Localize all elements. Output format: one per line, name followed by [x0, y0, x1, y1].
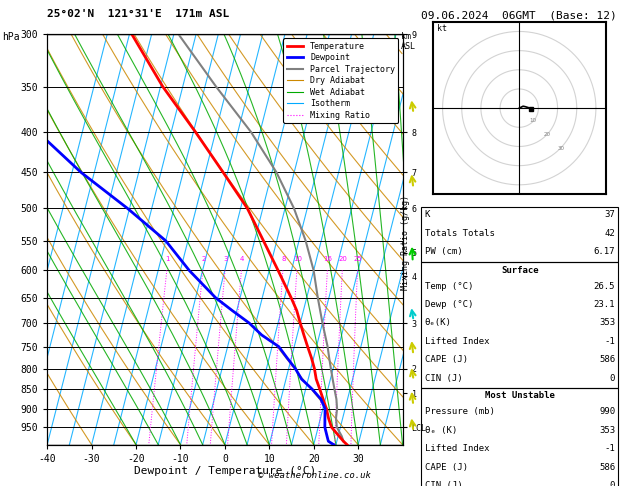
Text: 2: 2 [201, 256, 206, 262]
Text: Surface: Surface [501, 266, 538, 275]
Text: θₑ (K): θₑ (K) [425, 426, 457, 434]
Text: 4: 4 [240, 256, 244, 262]
Text: -1: -1 [604, 337, 615, 346]
Text: 990: 990 [599, 407, 615, 416]
Text: 0: 0 [610, 374, 615, 383]
Text: 3: 3 [223, 256, 228, 262]
Text: 37: 37 [604, 210, 615, 220]
Text: 26.5: 26.5 [594, 281, 615, 291]
Text: CAPE (J): CAPE (J) [425, 463, 467, 471]
Text: 6.17: 6.17 [594, 247, 615, 257]
Text: Lifted Index: Lifted Index [425, 444, 489, 453]
Text: 10: 10 [293, 256, 302, 262]
Text: kt: kt [437, 24, 447, 34]
Text: Most Unstable: Most Unstable [485, 391, 555, 400]
Text: CAPE (J): CAPE (J) [425, 355, 467, 364]
Text: 8: 8 [281, 256, 286, 262]
Text: 30: 30 [557, 145, 564, 151]
Text: PW (cm): PW (cm) [425, 247, 462, 257]
Text: 20: 20 [543, 132, 550, 137]
Text: Mixing Ratio (g/kg): Mixing Ratio (g/kg) [401, 195, 410, 291]
Text: 20: 20 [338, 256, 347, 262]
Text: 25: 25 [353, 256, 362, 262]
Text: -1: -1 [604, 444, 615, 453]
Text: 0: 0 [610, 481, 615, 486]
Text: © weatheronline.co.uk: © weatheronline.co.uk [258, 471, 371, 480]
Text: 42: 42 [604, 229, 615, 238]
Text: 353: 353 [599, 318, 615, 328]
Text: 353: 353 [599, 426, 615, 434]
Text: 25°02'N  121°31'E  171m ASL: 25°02'N 121°31'E 171m ASL [47, 9, 230, 19]
Text: 09.06.2024  06GMT  (Base: 12): 09.06.2024 06GMT (Base: 12) [421, 11, 617, 21]
Text: km
ASL: km ASL [401, 32, 416, 51]
Legend: Temperature, Dewpoint, Parcel Trajectory, Dry Adiabat, Wet Adiabat, Isotherm, Mi: Temperature, Dewpoint, Parcel Trajectory… [284, 38, 398, 123]
Text: 586: 586 [599, 355, 615, 364]
Text: 16: 16 [323, 256, 332, 262]
Text: K: K [425, 210, 430, 220]
Text: 10: 10 [530, 118, 537, 123]
Text: hPa: hPa [2, 32, 19, 42]
Text: Dewp (°C): Dewp (°C) [425, 300, 473, 309]
Text: θₑ(K): θₑ(K) [425, 318, 452, 328]
Text: Lifted Index: Lifted Index [425, 337, 489, 346]
Text: Temp (°C): Temp (°C) [425, 281, 473, 291]
Text: Pressure (mb): Pressure (mb) [425, 407, 494, 416]
Text: CIN (J): CIN (J) [425, 374, 462, 383]
Text: 23.1: 23.1 [594, 300, 615, 309]
Text: Totals Totals: Totals Totals [425, 229, 494, 238]
Text: 1: 1 [165, 256, 170, 262]
Text: 586: 586 [599, 463, 615, 471]
X-axis label: Dewpoint / Temperature (°C): Dewpoint / Temperature (°C) [134, 467, 316, 476]
Text: CIN (J): CIN (J) [425, 481, 462, 486]
